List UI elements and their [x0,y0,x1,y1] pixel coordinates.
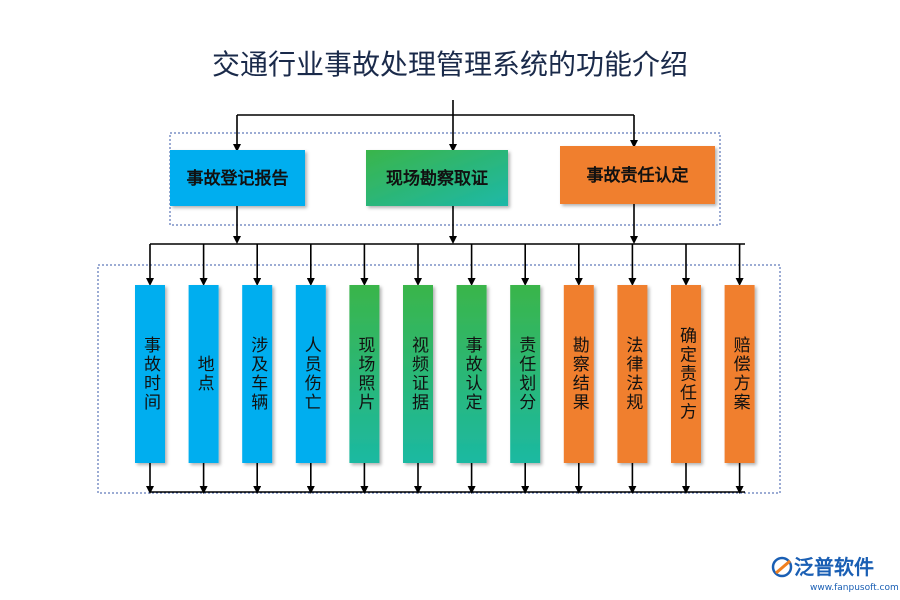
item-box [135,285,165,463]
item-label: 法律法规 [622,336,643,412]
logo-icon [771,556,793,578]
item-box [188,285,219,463]
item-label: 赔偿方案 [730,336,751,412]
item-label: 视频证据 [408,336,429,412]
item-box [242,285,273,463]
top-box [170,150,305,206]
item-box [456,285,487,463]
item-box [724,285,755,463]
logo: 泛普软件 www.fanpusoft.com [771,555,899,593]
item-label: 勘察结果 [569,336,590,412]
top-box [366,150,508,206]
item-label: 事故时间 [140,336,161,412]
top-box-label: 事故登记报告 [187,168,289,189]
top-box-label: 事故责任认定 [587,165,689,186]
item-label: 责任划分 [515,336,536,412]
item-label: 涉及车辆 [247,336,268,412]
item-label: 事故认定 [462,336,483,412]
connector [237,100,634,116]
logo-icon [775,559,791,575]
group-frame [97,264,781,494]
item-box [671,285,701,463]
item-box [403,285,433,463]
item-box [510,285,541,463]
top-box [560,146,715,204]
logo-name: 泛普软件 [794,555,874,579]
top-box-label: 现场勘察取证 [386,168,488,189]
item-label: 确定责任方 [676,326,697,421]
item-label: 现场照片 [354,336,375,412]
title: 交通行业事故处理管理系统的功能介绍 [212,48,688,81]
item-box [563,285,594,463]
item-label: 人员伤亡 [301,336,322,412]
item-box [349,285,380,463]
item-box [617,285,648,463]
logo-url: www.fanpusoft.com [810,583,899,593]
item-box [295,285,326,463]
item-label: 地点 [194,355,215,393]
